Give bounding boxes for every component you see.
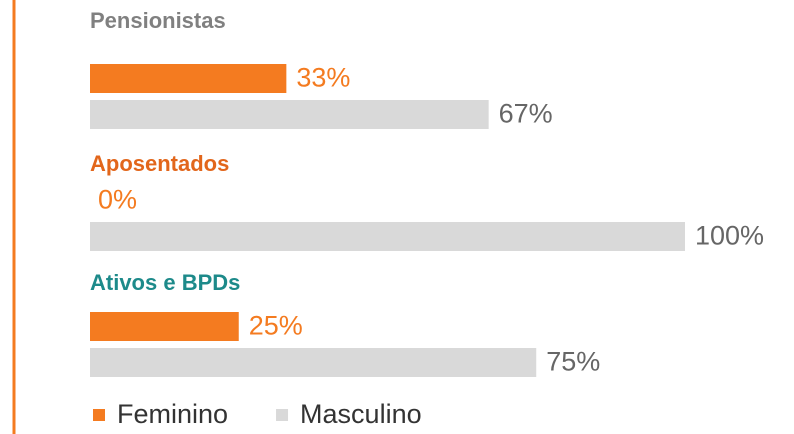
value-label: 33% — [296, 63, 350, 93]
category-label: Aposentados — [90, 151, 229, 176]
bar — [90, 64, 287, 93]
category-label: Pensionistas — [90, 8, 226, 33]
value-label: 100% — [695, 221, 764, 251]
category-label: Ativos e BPDs — [90, 270, 240, 295]
bar — [90, 100, 489, 129]
value-label: 25% — [249, 311, 303, 341]
value-label: 67% — [499, 99, 553, 129]
bar — [90, 312, 239, 341]
legend-label: Masculino — [300, 399, 422, 429]
legend-swatch — [93, 409, 105, 421]
value-label: 75% — [546, 347, 600, 377]
value-label: 0% — [98, 185, 137, 215]
bar — [90, 348, 537, 377]
legend-swatch — [276, 409, 289, 421]
legend-label: Feminino — [117, 399, 228, 429]
bar — [90, 222, 685, 251]
